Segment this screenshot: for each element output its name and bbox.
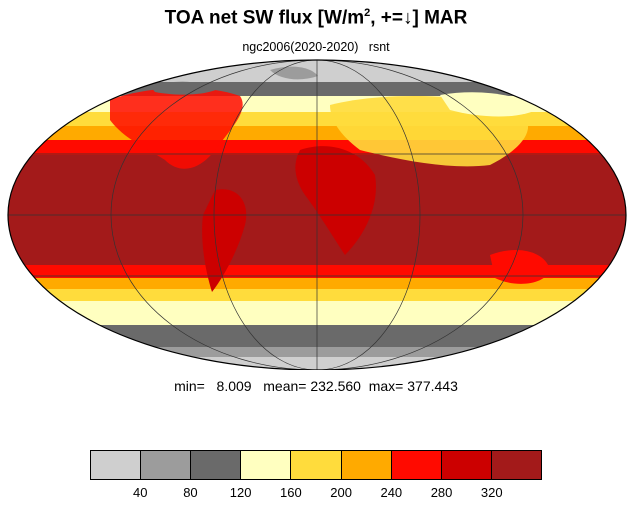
graticule [8,60,626,370]
band-south-dark [8,325,626,347]
max-label: max= [368,378,404,394]
colorbar-tick-label: 40 [132,485,148,500]
band-antarctic [8,357,626,370]
title-suffix-text: , +=↓] MAR [370,7,468,29]
colorbar-swatch-5 [291,451,342,479]
colorbar-tick-label: 120 [229,485,252,500]
max-value: 377.443 [407,378,458,394]
colorbar-swatch-9 [491,451,541,479]
siberia-shape [440,92,540,117]
band-north-orange [8,126,626,140]
statistics-line: min= 8.009 mean= 232.560 max= 377.443 [0,378,632,394]
flux-bands [8,60,626,370]
min-value: 8.009 [216,378,252,394]
mean-value: 232.560 [310,378,361,394]
colorbar-tick-label: 160 [280,485,302,500]
band-south-yellow [8,289,626,301]
band-north-pale [8,96,626,112]
colorbar [90,450,542,480]
greenland-shape [270,66,318,80]
band-north-polar [8,60,626,82]
map-border [7,59,627,370]
plot-subtitle: ngc2006(2020-2020) rsnt [242,40,390,54]
north-america-shape [110,87,243,169]
min-label: min= [174,378,205,394]
colorbar-swatch-3 [191,451,242,479]
title-main-text: TOA net SW flux [W/m [164,7,365,29]
colorbar-tick-label: 200 [330,485,352,500]
colorbar-tick-label: 320 [480,485,503,500]
colorbar-swatch-7 [391,451,442,479]
plot-title: TOA net SW flux [W/m2, +=↓] MAR [0,7,632,29]
title-superscript: 2 [364,7,371,19]
colorbar-tick-label: 240 [380,485,403,500]
arctic-canada-shape [150,81,220,95]
band-north-dark [8,82,626,96]
colorbar-swatch-4 [241,451,292,479]
mean-label: mean= [263,378,307,394]
band-south-pale [8,301,626,325]
mollweide-map [7,59,627,370]
colorbar-swatch-8 [441,451,492,479]
colorbar-swatch-6 [341,451,392,479]
colorbar-tick-label: 280 [430,485,453,500]
band-south-mid [8,347,626,357]
colorbar-swatch-1 [91,451,142,479]
band-north-yellow [8,112,626,126]
africa-shape [295,146,376,255]
colorbar-swatch-2 [141,451,192,479]
australia-shape [490,250,550,284]
colorbar-tick-label: 80 [183,485,198,500]
